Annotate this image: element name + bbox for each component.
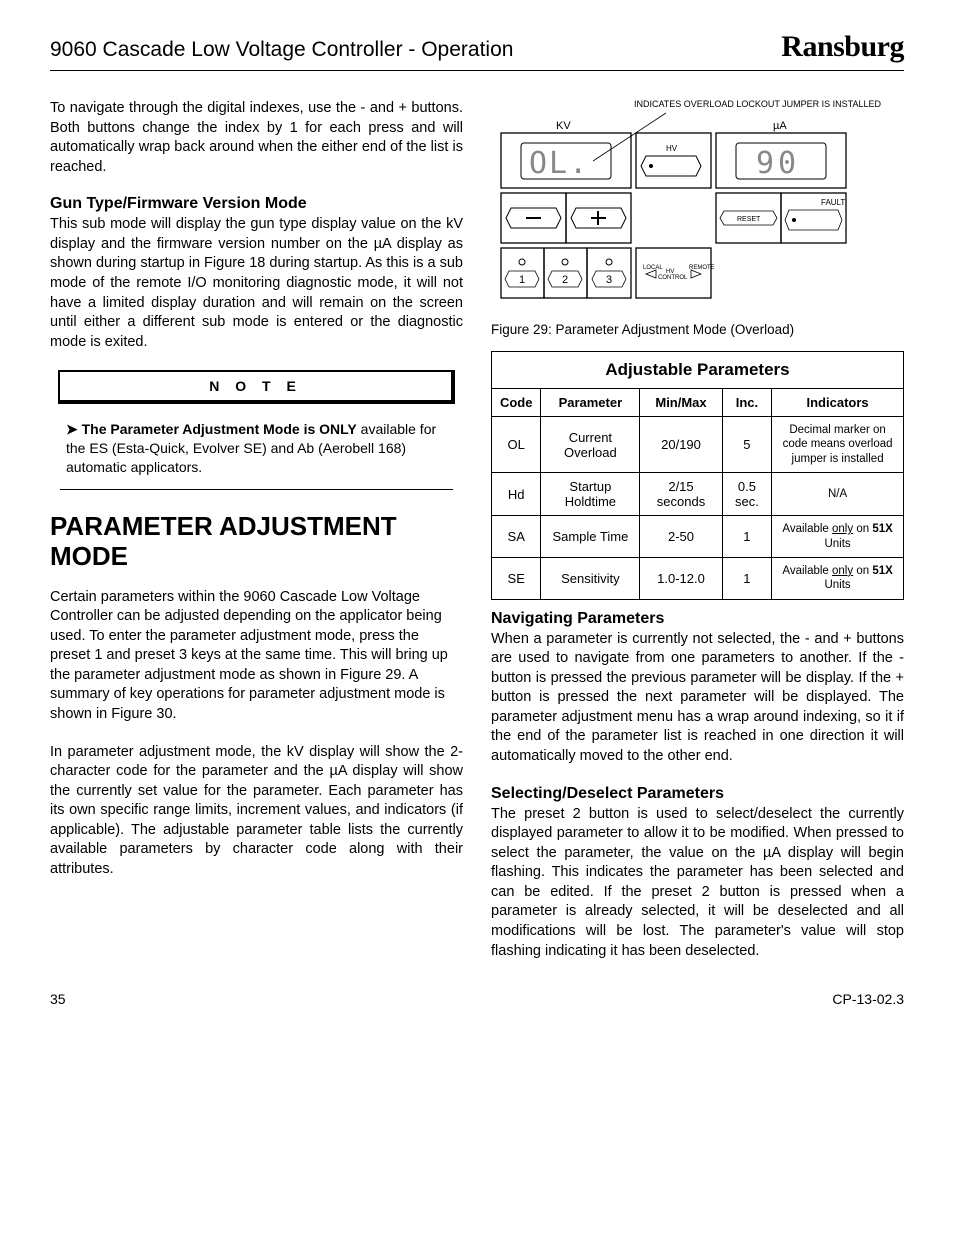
cell-param: Startup Holdtime [541, 473, 640, 516]
intro-paragraph: To navigate through the digital indexes,… [50, 99, 463, 177]
cell-minmax: 1.0-12.0 [640, 557, 722, 599]
main-heading: PARAMETER ADJUSTMENT MODE [50, 512, 463, 572]
table-title: Adjustable Parameters [492, 352, 904, 389]
cell-inc: 0.5sec. [722, 473, 771, 516]
note-bold: ONLY [319, 421, 357, 437]
local-label: LOCAL [643, 265, 663, 271]
cell-inc: 1 [722, 516, 771, 558]
cell-minmax: 2-50 [640, 516, 722, 558]
select-params-body: The preset 2 button is used to select/de… [491, 805, 904, 962]
cell-minmax: 2/15seconds [640, 473, 722, 516]
two-column-layout: To navigate through the digital indexes,… [50, 99, 904, 961]
left-column: To navigate through the digital indexes,… [50, 99, 463, 961]
doc-number: CP-13-02.3 [832, 991, 904, 1007]
cell-indic: Available only on 51X Units [772, 516, 904, 558]
table-header-row: Code Parameter Min/Max Inc. Indicators [492, 389, 904, 417]
table-row: SASample Time2-501Available only on 51X … [492, 516, 904, 558]
hv-label: HV [666, 144, 678, 153]
table-row: HdStartup Holdtime2/15seconds0.5sec.N/A [492, 473, 904, 516]
preset-1: 1 [519, 274, 525, 286]
control-panel-diagram: KV µA OL. HV 90 [491, 111, 861, 311]
cell-param: Sensitivity [541, 557, 640, 599]
page-number: 35 [50, 991, 66, 1007]
table-row: SESensitivity1.0-12.01Available only on … [492, 557, 904, 599]
cell-indic: Available only on 51X Units [772, 557, 904, 599]
cell-inc: 1 [722, 557, 771, 599]
nav-params-heading: Navigating Parameters [491, 610, 904, 628]
reset-label: RESET [737, 216, 761, 223]
kv-label: KV [556, 120, 571, 132]
note-text: ➤ The Parameter Adjustment Mode is ONLY … [60, 414, 453, 490]
overload-indicator-label: INDICATES OVERLOAD LOCKOUT JUMPER IS INS… [611, 99, 904, 109]
svg-text:CONTROL: CONTROL [658, 275, 688, 281]
cell-code: SA [492, 516, 541, 558]
subheading-gun-type: Gun Type/Firmware Version Mode [50, 195, 463, 213]
cell-minmax: 20/190 [640, 417, 722, 473]
cell-param: Sample Time [541, 516, 640, 558]
cell-code: SE [492, 557, 541, 599]
header-title: 9060 Cascade Low Voltage Controller - Op… [50, 38, 513, 62]
ua-label: µA [773, 120, 787, 132]
para-adjust-1: Certain parameters within the 9060 Casca… [50, 588, 463, 725]
figure-caption: Figure 29: Parameter Adjustment Mode (Ov… [491, 322, 904, 337]
th-indic: Indicators [772, 389, 904, 417]
arrow-icon: ➤ The Parameter Adjustment Mode is [66, 421, 319, 437]
kv-digits: OL. [529, 146, 589, 181]
preset-3: 3 [606, 274, 612, 286]
select-params-heading: Selecting/Deselect Parameters [491, 785, 904, 803]
fault-label: FAULT [821, 198, 845, 207]
cell-param: Current Overload [541, 417, 640, 473]
ua-digits: 90 [756, 146, 800, 181]
cell-indic: Decimal marker on code means overload ju… [772, 417, 904, 473]
adjustable-parameters-table: Adjustable Parameters Code Parameter Min… [491, 351, 904, 600]
remote-label: REMOTE [689, 265, 715, 271]
page-footer: 35 CP-13-02.3 [50, 991, 904, 1007]
gun-type-body: This sub mode will display the gun type … [50, 215, 463, 352]
table-row: OLCurrent Overload20/1905Decimal marker … [492, 417, 904, 473]
brand-logo: Ransburg [781, 30, 904, 64]
cell-code: OL [492, 417, 541, 473]
cell-code: Hd [492, 473, 541, 516]
th-minmax: Min/Max [640, 389, 722, 417]
th-inc: Inc. [722, 389, 771, 417]
cell-indic: N/A [772, 473, 904, 516]
preset-2: 2 [562, 274, 568, 286]
th-code: Code [492, 389, 541, 417]
para-adjust-2: In parameter adjustment mode, the kV dis… [50, 743, 463, 880]
right-column: INDICATES OVERLOAD LOCKOUT JUMPER IS INS… [491, 99, 904, 961]
nav-params-body: When a parameter is currently not select… [491, 630, 904, 767]
cell-inc: 5 [722, 417, 771, 473]
page-header: 9060 Cascade Low Voltage Controller - Op… [50, 30, 904, 71]
th-param: Parameter [541, 389, 640, 417]
note-box: N O T E [58, 370, 455, 404]
